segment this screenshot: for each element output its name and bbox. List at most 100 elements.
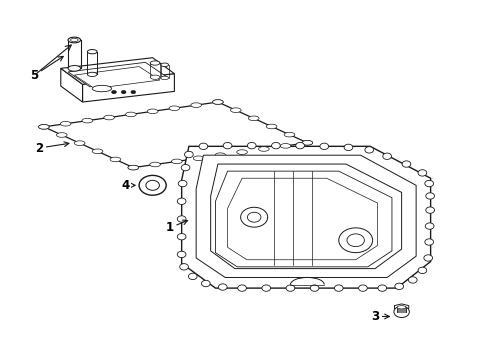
Ellipse shape (74, 141, 85, 145)
Ellipse shape (103, 115, 114, 120)
Polygon shape (82, 74, 174, 102)
Circle shape (177, 198, 185, 204)
Ellipse shape (302, 140, 312, 145)
Ellipse shape (92, 85, 111, 92)
Circle shape (240, 207, 267, 227)
Circle shape (247, 212, 261, 222)
Ellipse shape (265, 124, 276, 129)
Ellipse shape (161, 63, 168, 67)
Ellipse shape (302, 140, 312, 145)
Circle shape (201, 280, 210, 287)
Ellipse shape (68, 37, 81, 43)
Polygon shape (61, 58, 174, 84)
Circle shape (346, 234, 364, 247)
Circle shape (407, 277, 416, 283)
Ellipse shape (150, 75, 160, 79)
Polygon shape (227, 178, 377, 260)
Polygon shape (68, 62, 167, 87)
Ellipse shape (284, 132, 294, 137)
Circle shape (338, 228, 372, 253)
Circle shape (319, 143, 328, 149)
Circle shape (425, 223, 433, 229)
Circle shape (382, 153, 391, 159)
Circle shape (184, 151, 193, 158)
Circle shape (377, 285, 386, 291)
Text: 4: 4 (122, 179, 135, 192)
Ellipse shape (56, 133, 67, 137)
Circle shape (295, 143, 304, 149)
Ellipse shape (161, 76, 168, 80)
Circle shape (334, 285, 343, 291)
Circle shape (145, 180, 159, 190)
Circle shape (199, 143, 207, 149)
Polygon shape (210, 164, 401, 269)
Circle shape (262, 285, 270, 291)
Text: 5: 5 (30, 57, 63, 82)
Ellipse shape (193, 156, 203, 161)
Circle shape (180, 264, 188, 270)
Ellipse shape (87, 72, 97, 77)
Circle shape (271, 143, 280, 149)
Text: 1: 1 (165, 220, 187, 234)
Ellipse shape (258, 147, 268, 151)
Ellipse shape (128, 165, 138, 170)
Ellipse shape (39, 125, 49, 129)
Polygon shape (181, 146, 430, 288)
Ellipse shape (68, 66, 81, 71)
Ellipse shape (70, 38, 78, 42)
Circle shape (425, 207, 434, 213)
Circle shape (247, 143, 256, 149)
Ellipse shape (169, 106, 180, 111)
Polygon shape (215, 171, 391, 267)
Circle shape (401, 161, 410, 167)
Circle shape (188, 273, 197, 280)
Circle shape (393, 306, 408, 318)
Ellipse shape (110, 157, 121, 162)
Ellipse shape (171, 159, 182, 164)
Circle shape (423, 255, 432, 261)
Circle shape (425, 193, 434, 199)
Circle shape (364, 147, 373, 153)
Polygon shape (74, 67, 160, 89)
Ellipse shape (87, 50, 97, 54)
Circle shape (344, 144, 352, 150)
Ellipse shape (150, 61, 160, 65)
Circle shape (181, 165, 189, 171)
Ellipse shape (149, 162, 160, 167)
Ellipse shape (230, 108, 241, 112)
Polygon shape (44, 102, 307, 168)
Circle shape (177, 234, 185, 240)
Circle shape (177, 251, 185, 258)
Circle shape (121, 90, 126, 94)
Ellipse shape (92, 149, 102, 154)
Circle shape (309, 285, 318, 291)
Ellipse shape (190, 103, 201, 107)
Circle shape (237, 285, 246, 291)
Circle shape (424, 180, 433, 187)
Polygon shape (196, 155, 415, 278)
Ellipse shape (125, 112, 136, 117)
Polygon shape (61, 68, 82, 102)
Ellipse shape (82, 118, 93, 123)
Ellipse shape (215, 153, 225, 157)
Circle shape (178, 180, 186, 187)
Ellipse shape (212, 100, 223, 104)
Circle shape (358, 285, 366, 291)
Circle shape (417, 170, 426, 176)
Ellipse shape (236, 150, 247, 154)
Circle shape (417, 267, 426, 274)
Circle shape (424, 239, 433, 245)
Circle shape (223, 143, 231, 149)
Ellipse shape (147, 109, 158, 114)
Circle shape (177, 216, 185, 222)
Circle shape (285, 285, 294, 291)
Circle shape (139, 175, 166, 195)
Ellipse shape (248, 116, 259, 121)
Polygon shape (394, 304, 408, 311)
Ellipse shape (60, 121, 71, 126)
Text: 2: 2 (35, 141, 69, 154)
Circle shape (131, 90, 136, 94)
Ellipse shape (39, 125, 49, 129)
Ellipse shape (212, 100, 223, 104)
Circle shape (111, 90, 116, 94)
